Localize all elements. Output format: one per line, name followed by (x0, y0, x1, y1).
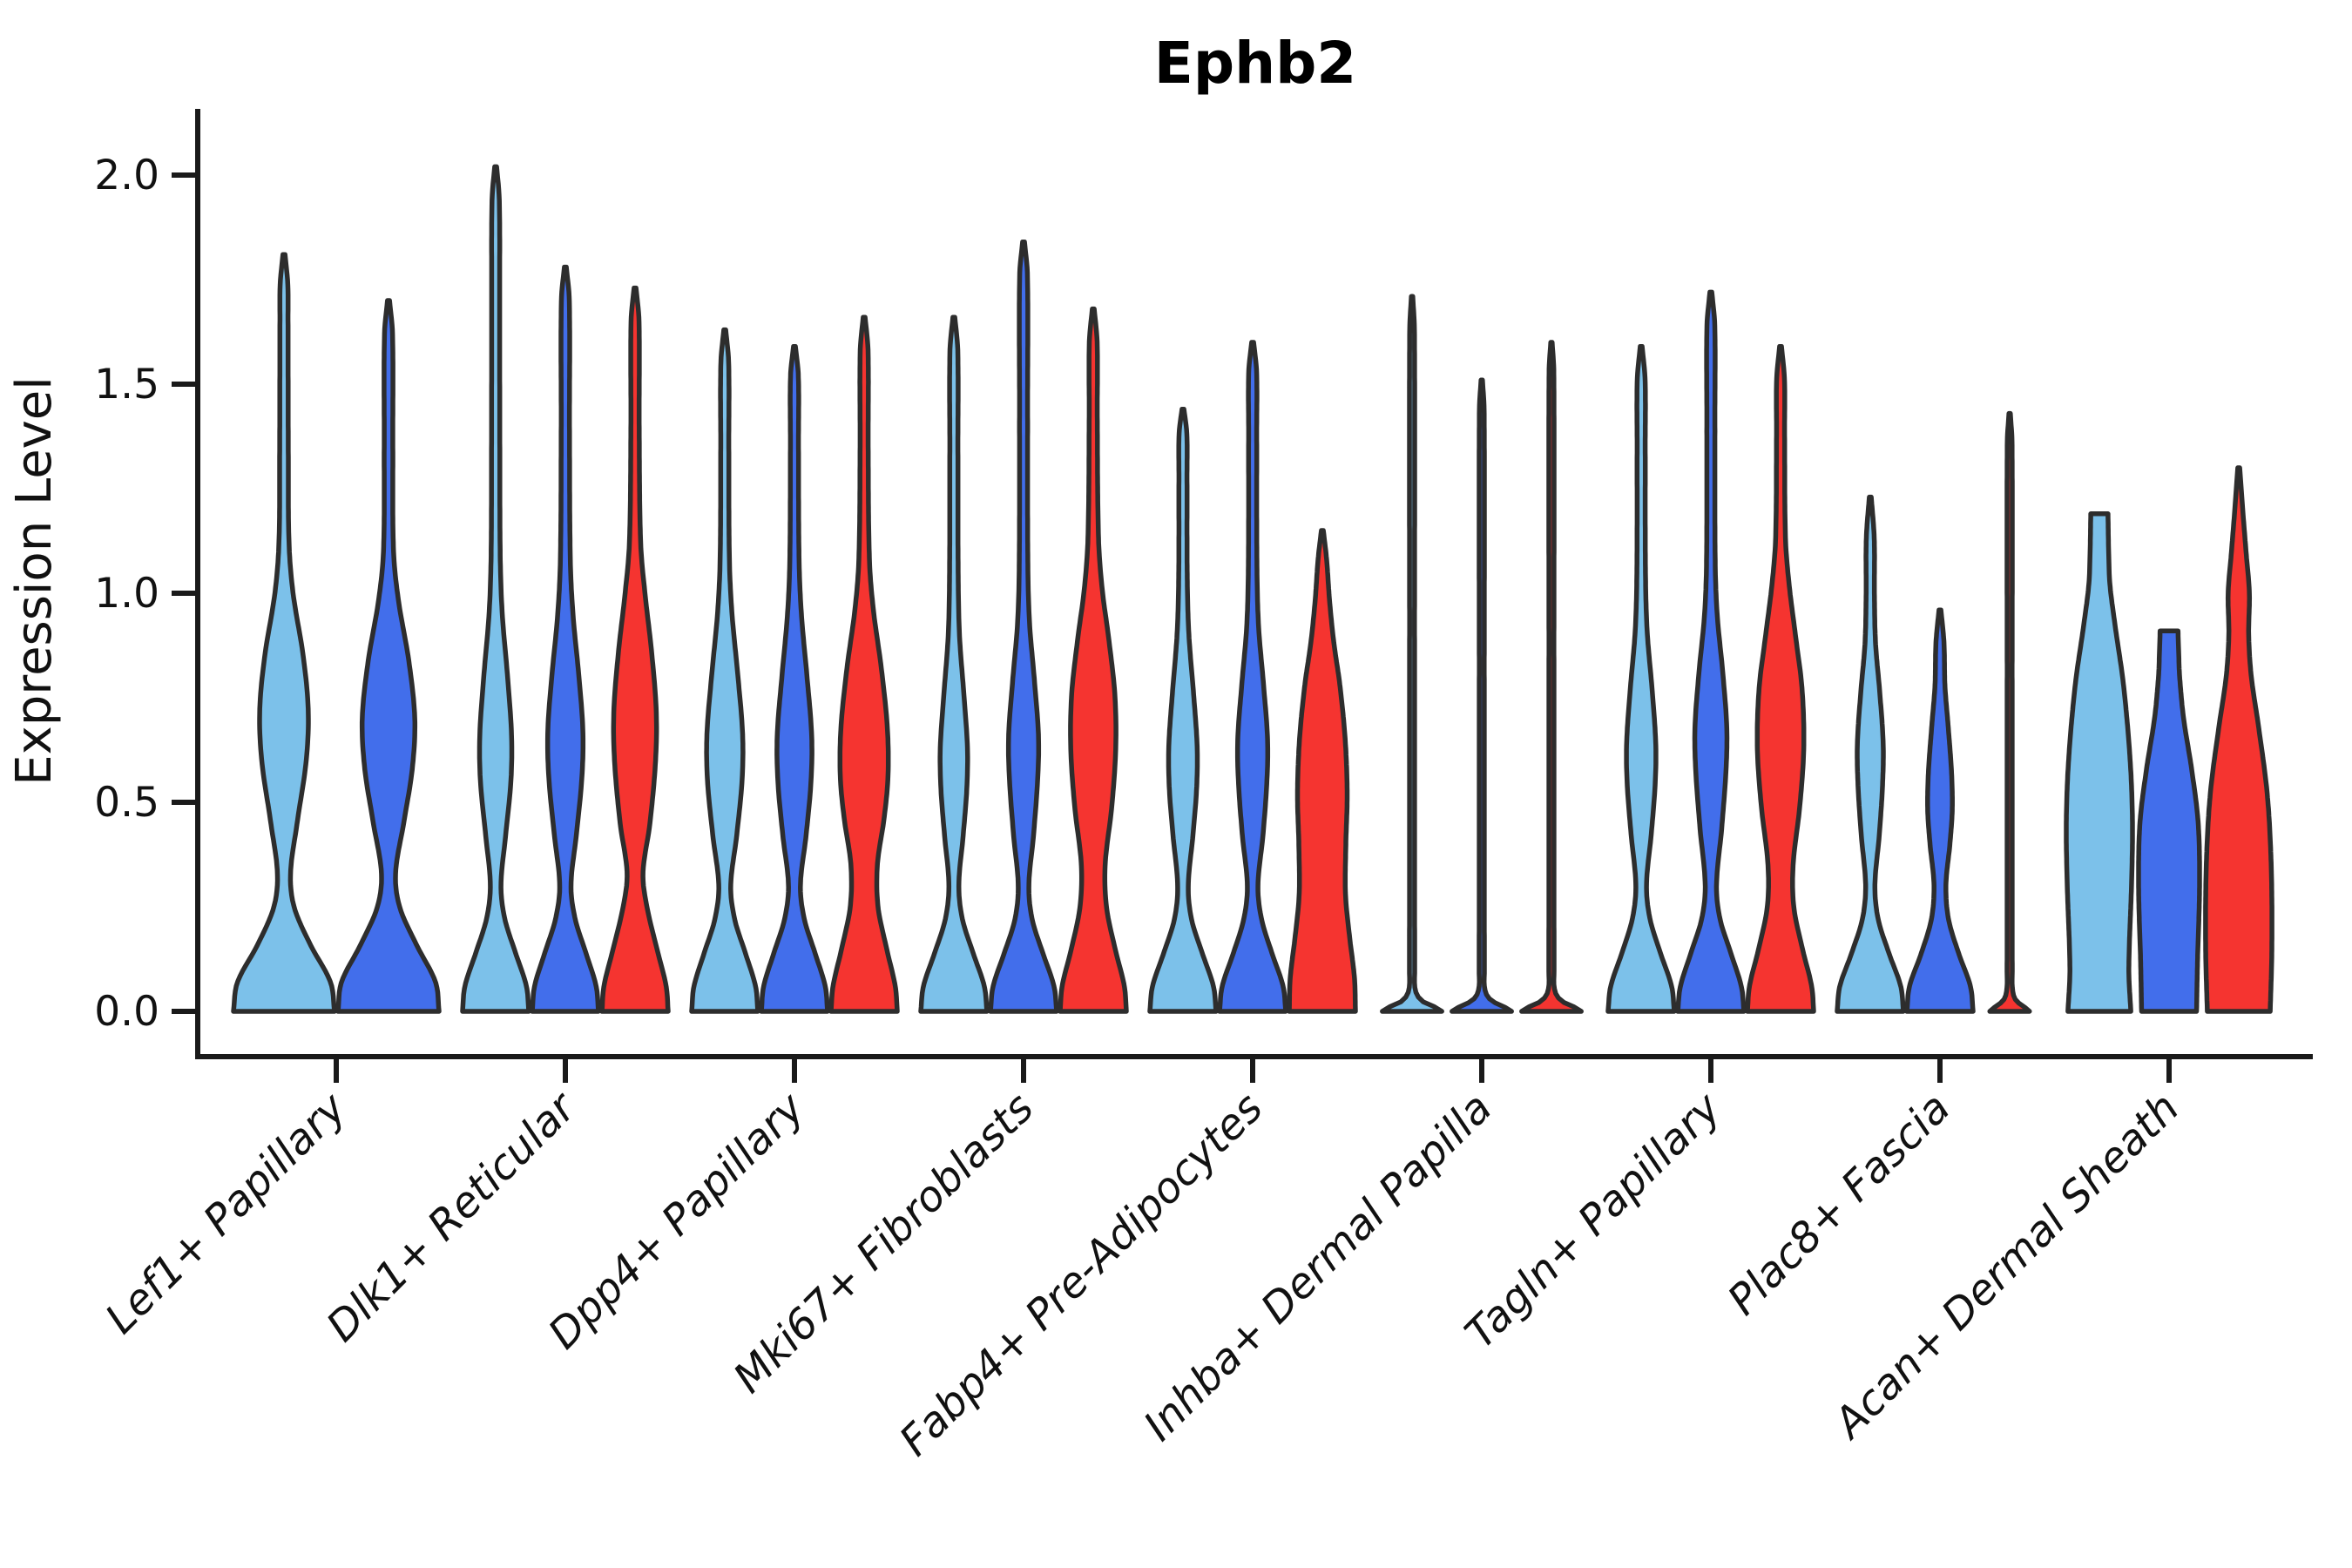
y-tick-label: 0.5 (94, 779, 159, 827)
violin-Plac8+ Fascia-split-red (1987, 410, 2032, 1014)
y-tick-label: 2.0 (94, 152, 159, 199)
violin-Dlk1+ Reticular-split-red (599, 285, 671, 1014)
y-axis-label: Expression Level (6, 376, 63, 786)
violin-Acan+ Dermal Sheath-split-light-blue (2064, 511, 2135, 1014)
violin-Inhba+ Dermal Papilla-split-red (1519, 340, 1584, 1014)
chart-title: Ephb2 (1154, 30, 1356, 97)
violin-Dpp4+ Papillary-split-light-blue (689, 327, 760, 1014)
violin-Dlk1+ Reticular-split-dark-blue (530, 264, 601, 1014)
violin-Tagln+ Papillary-split-dark-blue (1675, 289, 1747, 1014)
violin-Inhba+ Dermal Papilla-split-dark-blue (1450, 377, 1514, 1014)
violin-Mki67+ Fibroblasts-split-red (1058, 306, 1129, 1014)
y-tick-label: 1.5 (94, 361, 159, 409)
violin-Dlk1+ Reticular-split-light-blue (460, 164, 531, 1014)
violin-Mki67+ Fibroblasts-split-dark-blue (988, 240, 1059, 1014)
violin-Fabp4+ Pre-Adipocytes-split-light-blue (1147, 407, 1219, 1014)
violin-Lef1+ Papillary-split-light-blue (231, 252, 337, 1014)
violin-Mki67+ Fibroblasts-split-light-blue (918, 314, 990, 1014)
violin-layer (231, 164, 2274, 1014)
y-tick-label: 0.0 (94, 988, 159, 1036)
violin-Dpp4+ Papillary-split-dark-blue (759, 344, 830, 1014)
violin-Acan+ Dermal Sheath-split-dark-blue (2136, 628, 2202, 1014)
violin-Fabp4+ Pre-Adipocytes-split-red (1287, 528, 1358, 1014)
violin-Inhba+ Dermal Papilla-split-light-blue (1380, 294, 1444, 1014)
violin-Plac8+ Fascia-split-dark-blue (1904, 607, 1976, 1014)
y-tick-label: 1.0 (94, 570, 159, 618)
violin-Acan+ Dermal Sheath-split-red (2203, 465, 2274, 1014)
violin-Plac8+ Fascia-split-light-blue (1835, 494, 1906, 1014)
violin-Dpp4+ Papillary-split-red (828, 314, 900, 1014)
violin-Lef1+ Papillary-split-dark-blue (335, 298, 442, 1014)
axes-layer (172, 109, 2313, 1083)
violin-Tagln+ Papillary-split-red (1745, 344, 1816, 1014)
violin-Fabp4+ Pre-Adipocytes-split-dark-blue (1217, 340, 1288, 1014)
violin-Tagln+ Papillary-split-light-blue (1605, 344, 1677, 1014)
